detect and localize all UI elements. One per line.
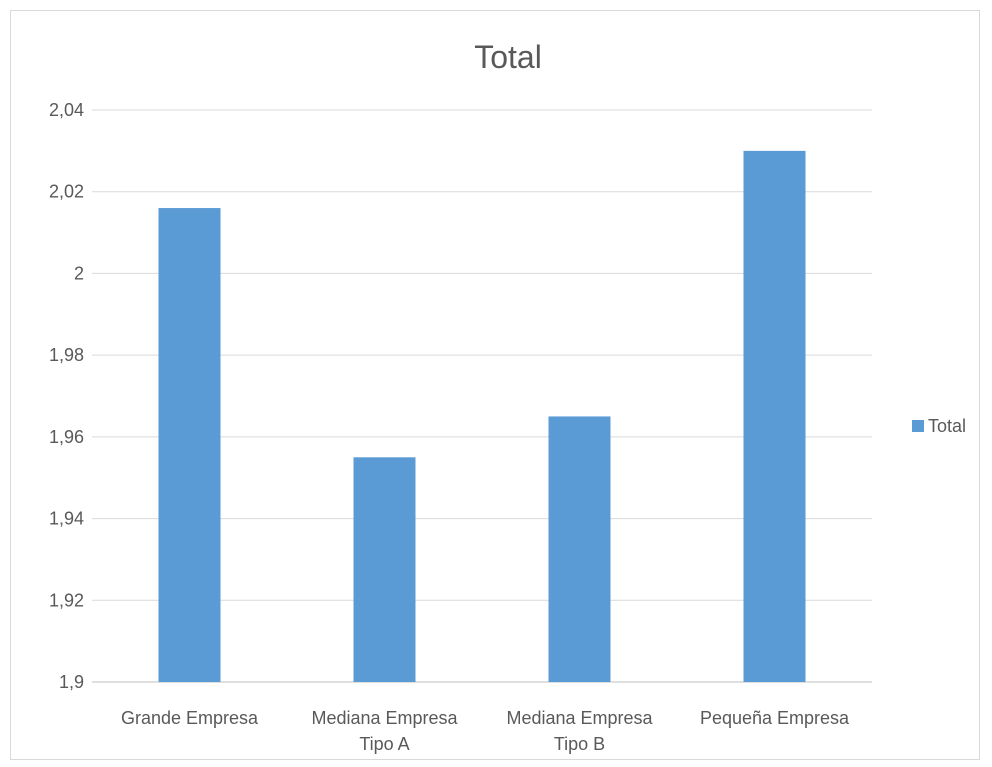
- x-tick-label: Pequeña Empresa: [700, 708, 850, 728]
- y-axis: 1,9 1,92 1,94 1,96 1,98 2 2,02 2,04: [49, 100, 84, 692]
- y-tick-label: 1,92: [49, 590, 84, 610]
- y-tick-label: 1,98: [49, 345, 84, 365]
- bar: [158, 208, 221, 683]
- y-tick-label: 1,94: [49, 509, 84, 529]
- legend-label: Total: [928, 416, 966, 436]
- chart-title: Total: [474, 39, 542, 75]
- bar: [353, 457, 416, 682]
- gridlines: [92, 109, 872, 683]
- y-tick-label: 1,9: [59, 672, 84, 692]
- bars: [158, 150, 806, 683]
- x-tick-label: Grande Empresa: [121, 708, 259, 728]
- legend-swatch: [912, 420, 924, 432]
- y-tick-label: 2,02: [49, 182, 84, 202]
- y-tick-label: 2,04: [49, 100, 84, 120]
- x-axis: Grande Empresa Mediana Empresa Tipo A Media…: [121, 708, 850, 754]
- y-tick-label: 2: [74, 263, 84, 283]
- bar: [743, 150, 806, 682]
- bar: [548, 416, 611, 682]
- x-tick-label: Mediana Empresa Tipo B: [506, 708, 653, 754]
- x-tick-label: Mediana Empresa Tipo A: [311, 708, 458, 754]
- legend: Total: [912, 416, 966, 436]
- y-tick-label: 1,96: [49, 427, 84, 447]
